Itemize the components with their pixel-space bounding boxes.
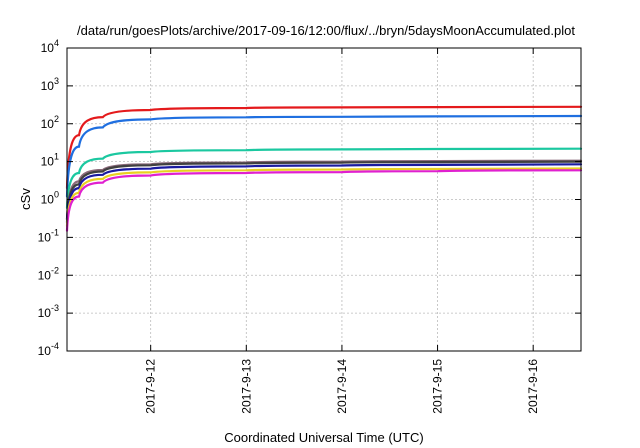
y-tick-label: 10-2 bbox=[38, 265, 59, 282]
y-tick-label: 104 bbox=[41, 38, 59, 55]
y-tick-label: 10-4 bbox=[38, 341, 59, 358]
y-tick-label: 10-3 bbox=[38, 303, 59, 320]
y-tick-label: 102 bbox=[41, 114, 59, 131]
series-line bbox=[65, 167, 583, 228]
y-tick-label: 100 bbox=[41, 190, 59, 207]
y-tick-label: 10-1 bbox=[38, 227, 59, 244]
series-line bbox=[65, 105, 583, 190]
x-axis: 2017-9-12 2017-9-13 2017-9-14 2017-9-15 2017… bbox=[144, 48, 540, 414]
chart-title: /data/run/goesPlots/archive/2017-09-16/1… bbox=[77, 23, 575, 38]
series-line bbox=[65, 114, 583, 198]
series-line bbox=[65, 169, 583, 232]
y-axis: 10-4 10-3 10-2 10-1 100 101 102 103 104 bbox=[38, 38, 581, 358]
series-layer bbox=[65, 105, 583, 232]
x-tick-label: 2017-9-15 bbox=[431, 359, 445, 414]
y-tick-label: 101 bbox=[41, 152, 59, 169]
x-tick-label: 2017-9-13 bbox=[239, 359, 253, 414]
x-tick-label: 2017-9-14 bbox=[335, 359, 349, 414]
x-tick-label: 2017-9-16 bbox=[526, 359, 540, 414]
series-line bbox=[65, 147, 583, 209]
series-line bbox=[65, 163, 583, 224]
series-line bbox=[65, 160, 583, 221]
y-tick-label: 103 bbox=[41, 76, 59, 93]
x-tick-label: 2017-9-12 bbox=[144, 359, 158, 414]
y-axis-label: cSv bbox=[18, 188, 33, 210]
grid bbox=[67, 48, 581, 351]
x-axis-label: Coordinated Universal Time (UTC) bbox=[224, 430, 423, 445]
